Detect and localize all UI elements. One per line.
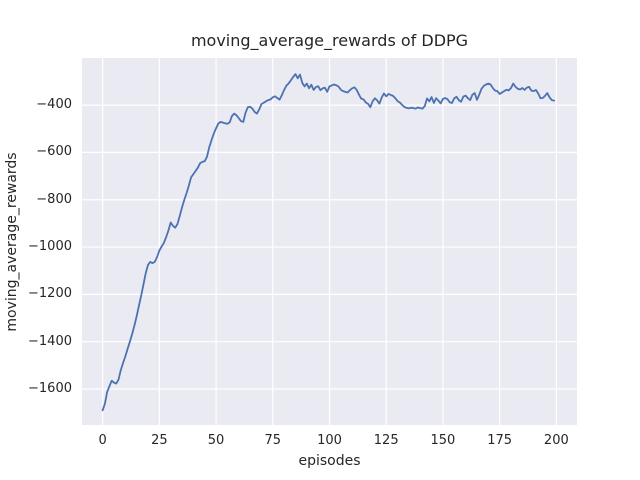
x-tick-label: 25 [151, 433, 168, 448]
chart-canvas [82, 58, 577, 425]
y-tick-label: −600 [36, 144, 72, 160]
plot-area [82, 58, 577, 425]
x-tick-label: 150 [430, 433, 456, 448]
y-tick-label: −1400 [28, 333, 72, 349]
y-tick-label: −1000 [28, 239, 72, 255]
y-tick-label: −1600 [28, 381, 72, 397]
x-tick-label: 50 [207, 433, 225, 448]
series-line [101, 73, 555, 412]
gridlines [82, 58, 577, 425]
x-axis-label: episodes [298, 453, 361, 469]
x-tick-label: 0 [98, 433, 107, 448]
x-tick-label: 175 [487, 433, 513, 448]
chart-title: moving_average_rewards of DDPG [190, 31, 469, 50]
y-tick-label: −1200 [28, 286, 72, 302]
x-tick-label: 100 [317, 433, 342, 448]
y-tick-label: −800 [36, 191, 72, 207]
x-tick-label: 125 [373, 433, 399, 448]
x-tick-label: 75 [264, 433, 282, 448]
y-axis-label: moving_average_rewards [4, 152, 20, 332]
x-tick-label: 200 [543, 433, 569, 448]
y-tick-label: −400 [36, 97, 72, 113]
